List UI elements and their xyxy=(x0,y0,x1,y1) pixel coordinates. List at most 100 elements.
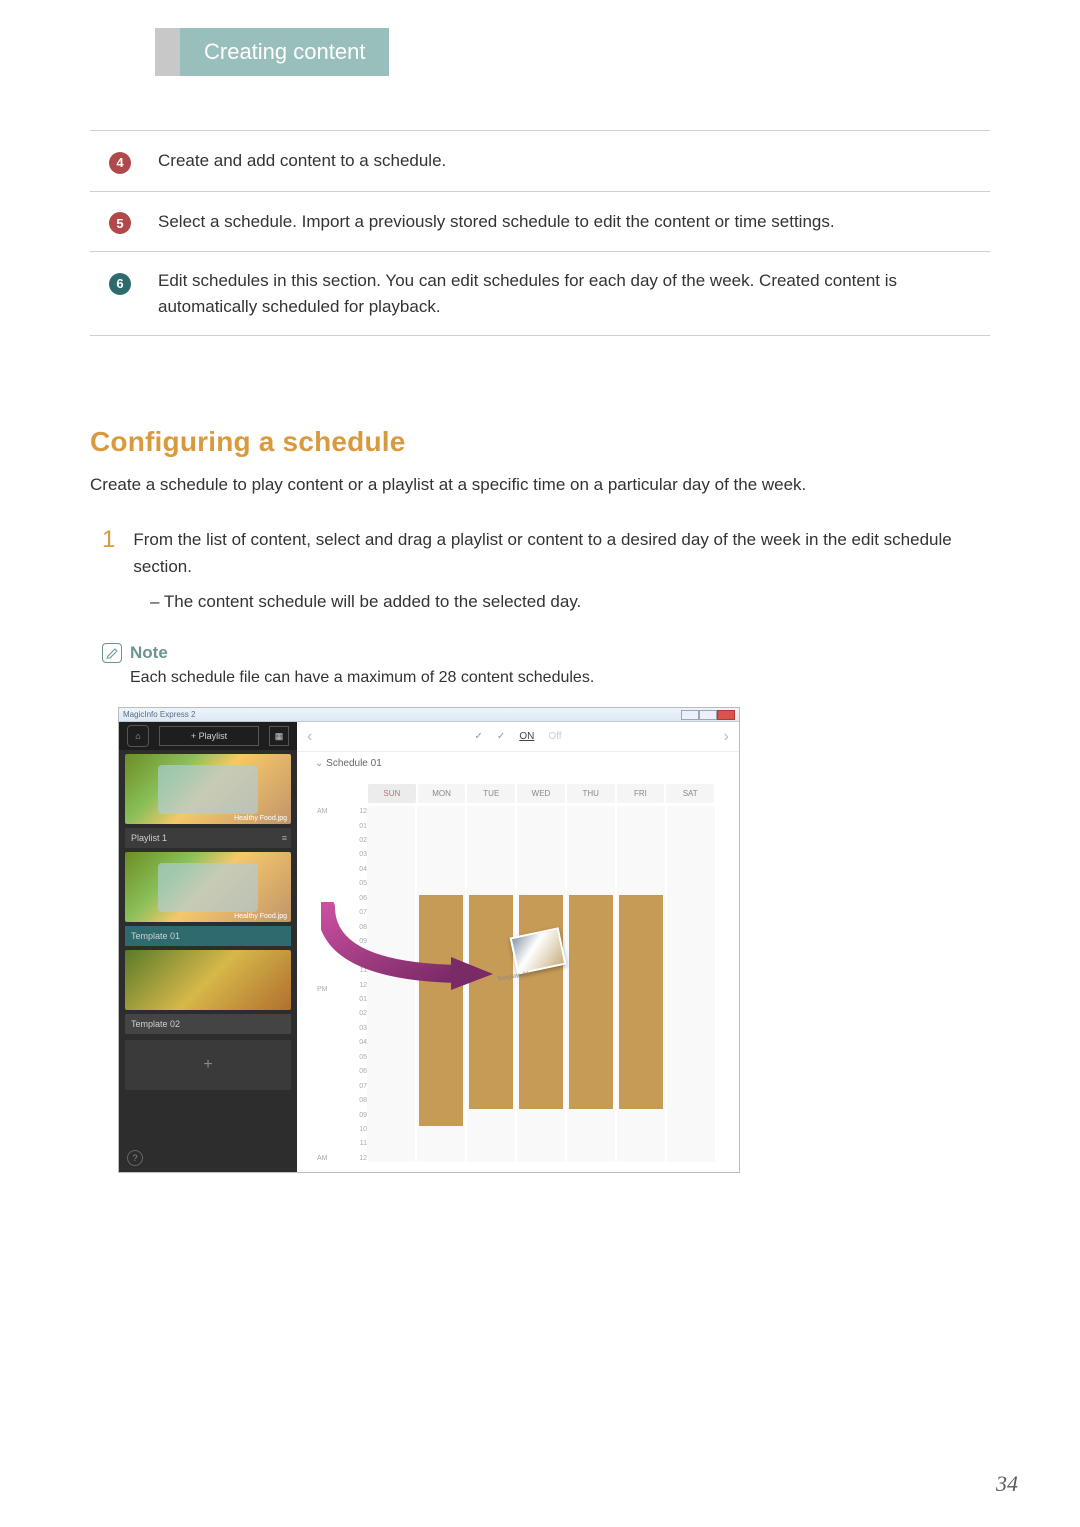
day-cell: SAT xyxy=(666,784,714,803)
grid-col-sun[interactable] xyxy=(367,806,415,1162)
callout-row: 4 Create and add content to a schedule. xyxy=(90,131,990,192)
grid-col-tue[interactable] xyxy=(467,806,515,1162)
template-header[interactable]: Template 01 xyxy=(125,926,291,946)
note-heading: Note xyxy=(102,643,990,663)
callout-text: Edit schedules in this section. You can … xyxy=(150,252,990,336)
thumbnail[interactable]: Healthy Food.jpg xyxy=(125,852,291,922)
step-text: From the list of content, select and dra… xyxy=(133,526,990,580)
check-icon[interactable]: ✓ xyxy=(497,731,505,742)
help-icon[interactable]: ? xyxy=(127,1150,143,1166)
hour-label: 09 xyxy=(337,1112,367,1119)
grid-col-wed[interactable] xyxy=(517,806,565,1162)
step-list: 1 From the list of content, select and d… xyxy=(102,526,990,616)
window-titlebar: MagicInfo Express 2 xyxy=(119,708,739,722)
toggle-off[interactable]: Off xyxy=(548,731,561,742)
check-icon[interactable]: ✓ xyxy=(475,731,483,742)
add-playlist-button[interactable]: + Playlist xyxy=(159,726,259,746)
playlist-name: Playlist 1 xyxy=(131,833,167,843)
step-number: 1 xyxy=(102,526,115,580)
note-icon xyxy=(102,643,122,663)
grid-icon[interactable]: ▦ xyxy=(269,726,289,746)
menu-icon[interactable]: ≡ xyxy=(282,833,285,843)
hour-label: 08 xyxy=(337,1097,367,1104)
hour-label: 06 xyxy=(337,1068,367,1075)
hour-label: 07 xyxy=(337,1083,367,1090)
template-name: Template 02 xyxy=(131,1019,180,1029)
hour-label: 03 xyxy=(337,1025,367,1032)
grid-col-fri[interactable] xyxy=(617,806,665,1162)
hour-label: 11 xyxy=(337,1140,367,1147)
template-name: Template 01 xyxy=(131,931,180,941)
sidebar-top: ⌂ + Playlist ▦ xyxy=(119,722,297,750)
page-number: 34 xyxy=(996,1471,1018,1497)
day-cell: WED xyxy=(517,784,565,803)
home-icon[interactable]: ⌂ xyxy=(127,725,149,747)
grid-col-sat[interactable] xyxy=(667,806,715,1162)
am-label: AM xyxy=(317,1155,328,1162)
window-buttons xyxy=(681,710,735,720)
grid-col-thu[interactable] xyxy=(567,806,615,1162)
thumbnail[interactable]: Healthy Food.jpg xyxy=(125,754,291,824)
hour-label: 07 xyxy=(337,909,367,916)
am-label: AM xyxy=(317,808,328,815)
grid-col-mon[interactable] xyxy=(417,806,465,1162)
close-icon[interactable] xyxy=(717,710,735,720)
note-body: Each schedule file can have a maximum of… xyxy=(130,669,990,687)
toolbar-center: ✓ ✓ ON Off xyxy=(475,731,562,742)
callout-badge-4: 4 xyxy=(109,152,131,174)
toggle-on[interactable]: ON xyxy=(519,731,534,742)
window-title: MagicInfo Express 2 xyxy=(123,710,195,719)
hour-label: 04 xyxy=(337,866,367,873)
header-tab-label: Creating content xyxy=(204,39,365,65)
thumbnail[interactable] xyxy=(125,950,291,1010)
maximize-icon[interactable] xyxy=(699,710,717,720)
thumbnail-label: Healthy Food.jpg xyxy=(234,913,287,920)
step-item: 1 From the list of content, select and d… xyxy=(102,526,990,580)
prev-icon[interactable]: ‹ xyxy=(307,728,312,746)
note-label: Note xyxy=(130,643,168,663)
hour-label: 09 xyxy=(337,938,367,945)
hour-label: 06 xyxy=(337,895,367,902)
hour-label: 02 xyxy=(337,837,367,844)
step-sub: The content schedule will be added to th… xyxy=(150,588,990,615)
day-cell: MON xyxy=(418,784,466,803)
hour-label: 03 xyxy=(337,851,367,858)
hour-label: 12 xyxy=(337,808,367,815)
hour-label: 05 xyxy=(337,1054,367,1061)
callout-text: Create and add content to a schedule. xyxy=(150,131,990,192)
schedule-name[interactable]: Schedule 01 xyxy=(297,752,739,775)
hour-label: 02 xyxy=(337,1010,367,1017)
callout-row: 6 Edit schedules in this section. You ca… xyxy=(90,252,990,336)
header-tab-spacer xyxy=(155,28,180,76)
screenshot: MagicInfo Express 2 ⌂ + Playlist ▦ Healt… xyxy=(118,707,740,1173)
header-tab: Creating content xyxy=(180,28,389,76)
minimize-icon[interactable] xyxy=(681,710,699,720)
day-header: SUN MON TUE WED THU FRI SAT xyxy=(367,784,715,803)
next-icon[interactable]: › xyxy=(724,728,729,746)
template-header[interactable]: Template 02 xyxy=(125,1014,291,1034)
hour-label: 12 xyxy=(337,1155,367,1162)
hour-label: 01 xyxy=(337,996,367,1003)
hour-label: 05 xyxy=(337,880,367,887)
grid-columns[interactable] xyxy=(367,806,715,1162)
callout-row: 5 Select a schedule. Import a previously… xyxy=(90,191,990,252)
callout-table: 4 Create and add content to a schedule. … xyxy=(90,130,990,336)
day-cell: THU xyxy=(567,784,615,803)
add-button[interactable]: + xyxy=(125,1040,291,1090)
playlist-header[interactable]: Playlist 1 ≡ xyxy=(125,828,291,848)
callout-badge-6: 6 xyxy=(109,273,131,295)
main-panel: ‹ ✓ ✓ ON Off › Schedule 01 SUN MON TUE xyxy=(297,722,739,1172)
hour-label: 04 xyxy=(337,1039,367,1046)
callout-text: Select a schedule. Import a previously s… xyxy=(150,191,990,252)
hour-label: 10 xyxy=(337,1126,367,1133)
section-intro: Create a schedule to play content or a p… xyxy=(90,472,990,498)
sidebar: ⌂ + Playlist ▦ Healthy Food.jpg Playlist… xyxy=(119,722,297,1172)
hour-label: 11 xyxy=(337,967,367,974)
schedule-toolbar: ‹ ✓ ✓ ON Off › xyxy=(297,722,739,752)
hour-label: 08 xyxy=(337,924,367,931)
page-content: 4 Create and add content to a schedule. … xyxy=(90,130,990,1173)
day-cell: TUE xyxy=(467,784,515,803)
day-cell: SUN xyxy=(368,784,416,803)
day-cell: FRI xyxy=(617,784,665,803)
thumbnail-label: Healthy Food.jpg xyxy=(234,815,287,822)
